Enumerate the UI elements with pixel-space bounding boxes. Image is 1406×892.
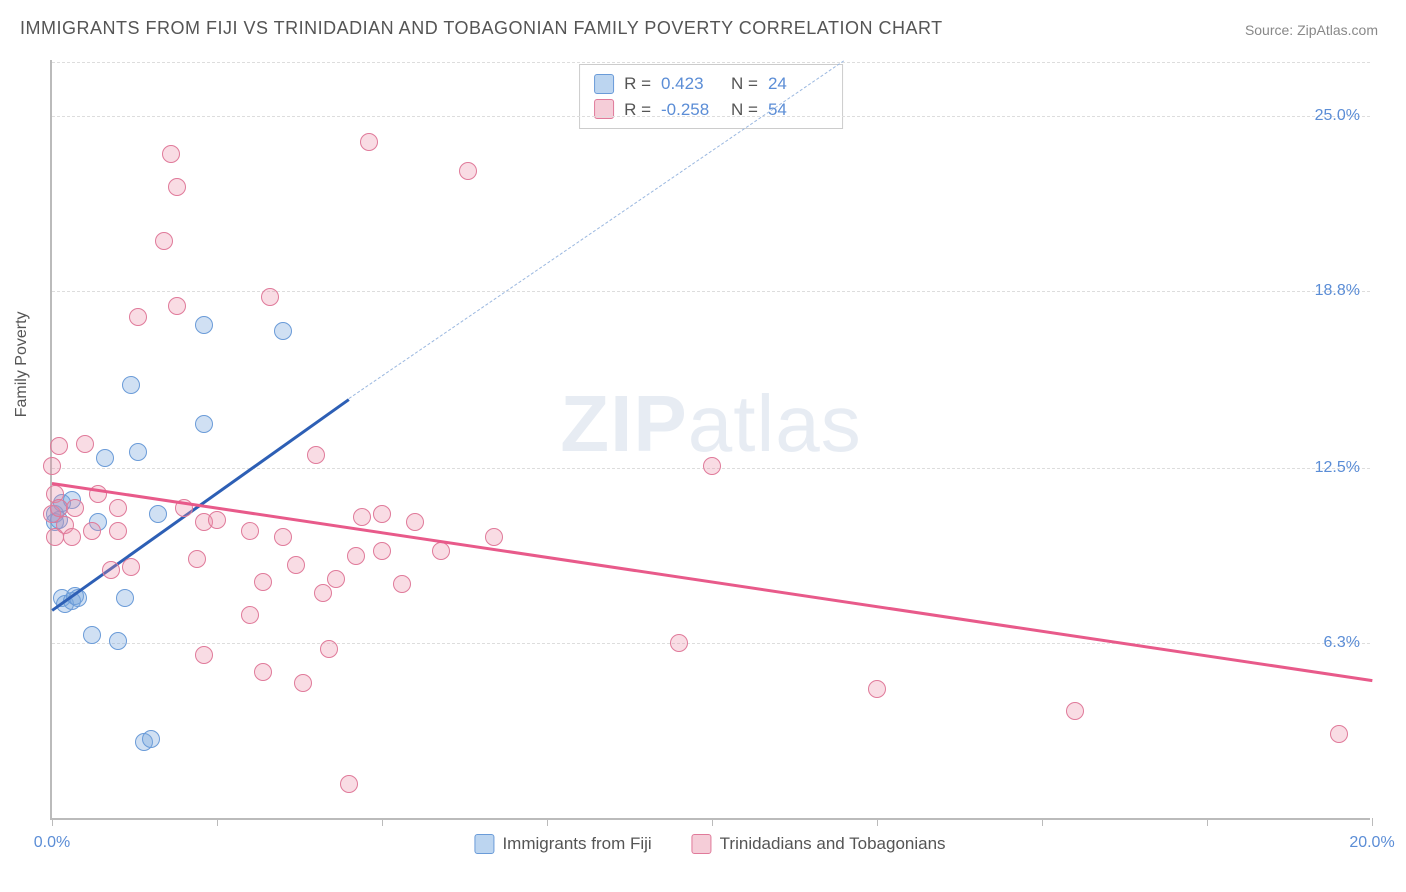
data-point	[122, 558, 140, 576]
data-point	[340, 775, 358, 793]
data-point	[188, 550, 206, 568]
data-point	[83, 626, 101, 644]
watermark: ZIPatlas	[560, 378, 861, 470]
data-point	[168, 178, 186, 196]
data-point	[373, 505, 391, 523]
data-point	[261, 288, 279, 306]
data-point	[63, 528, 81, 546]
xtick	[382, 818, 383, 826]
data-point	[254, 573, 272, 591]
data-point	[129, 308, 147, 326]
ytick-label: 18.8%	[1315, 282, 1360, 300]
data-point	[66, 499, 84, 517]
data-point	[241, 606, 259, 624]
data-point	[50, 437, 68, 455]
data-point	[208, 511, 226, 529]
xtick	[1372, 818, 1373, 826]
xtick	[547, 818, 548, 826]
data-point	[43, 457, 61, 475]
data-point	[50, 499, 68, 517]
data-point	[406, 513, 424, 531]
legend-item: Trinidadians and Tobagonians	[692, 834, 946, 854]
data-point	[241, 522, 259, 540]
data-point	[360, 133, 378, 151]
xtick	[877, 818, 878, 826]
data-point	[129, 443, 147, 461]
data-point	[320, 640, 338, 658]
xtick	[712, 818, 713, 826]
data-point	[195, 415, 213, 433]
data-point	[142, 730, 160, 748]
data-point	[459, 162, 477, 180]
xtick-label: 20.0%	[1349, 834, 1394, 852]
data-point	[155, 232, 173, 250]
data-point	[1066, 702, 1084, 720]
ytick-label: 12.5%	[1315, 459, 1360, 477]
data-point	[102, 561, 120, 579]
data-point	[294, 674, 312, 692]
chart-title: IMMIGRANTS FROM FIJI VS TRINIDADIAN AND …	[20, 18, 943, 39]
xtick	[1042, 818, 1043, 826]
data-point	[327, 570, 345, 588]
data-point	[254, 663, 272, 681]
data-point	[373, 542, 391, 560]
gridline	[52, 291, 1370, 292]
gridline	[52, 116, 1370, 117]
data-point	[122, 376, 140, 394]
stats-row-fiji: R = 0.423 N = 24	[594, 71, 828, 97]
ytick-label: 25.0%	[1315, 107, 1360, 125]
stats-legend: R = 0.423 N = 24 R = -0.258 N = 54	[579, 64, 843, 129]
data-point	[307, 446, 325, 464]
data-point	[868, 680, 886, 698]
data-point	[149, 505, 167, 523]
data-point	[76, 435, 94, 453]
data-point	[274, 528, 292, 546]
data-point	[314, 584, 332, 602]
data-point	[109, 499, 127, 517]
gridline	[52, 643, 1370, 644]
data-point	[353, 508, 371, 526]
data-point	[347, 547, 365, 565]
data-point	[109, 632, 127, 650]
n-value-trinidad: 54	[768, 97, 828, 123]
trend-line	[52, 482, 1372, 682]
data-point	[83, 522, 101, 540]
data-point	[393, 575, 411, 593]
y-axis-label: Family Poverty	[13, 311, 31, 417]
data-point	[195, 316, 213, 334]
xtick-label: 0.0%	[34, 834, 70, 852]
data-point	[195, 646, 213, 664]
data-point	[1330, 725, 1348, 743]
legend-swatch	[692, 834, 712, 854]
swatch-fiji	[594, 74, 614, 94]
r-value-fiji: 0.423	[661, 71, 721, 97]
data-point	[670, 634, 688, 652]
chart-area: Family Poverty ZIPatlas R = 0.423 N = 24…	[50, 60, 1370, 820]
data-point	[168, 297, 186, 315]
r-value-trinidad: -0.258	[661, 97, 721, 123]
legend-label: Trinidadians and Tobagonians	[720, 834, 946, 854]
data-point	[274, 322, 292, 340]
legend-label: Immigrants from Fiji	[502, 834, 651, 854]
xtick	[217, 818, 218, 826]
data-point	[485, 528, 503, 546]
data-point	[116, 589, 134, 607]
xtick	[1207, 818, 1208, 826]
stats-row-trinidad: R = -0.258 N = 54	[594, 97, 828, 123]
data-point	[432, 542, 450, 560]
xtick	[52, 818, 53, 826]
bottom-legend: Immigrants from Fiji Trinidadians and Tob…	[474, 834, 945, 854]
data-point	[109, 522, 127, 540]
data-point	[287, 556, 305, 574]
gridline	[52, 62, 1370, 63]
legend-item: Immigrants from Fiji	[474, 834, 651, 854]
plot-region: ZIPatlas R = 0.423 N = 24 R = -0.258 N =…	[50, 60, 1370, 820]
source-label: Source: ZipAtlas.com	[1245, 22, 1378, 38]
legend-swatch	[474, 834, 494, 854]
ytick-label: 6.3%	[1324, 634, 1360, 652]
data-point	[703, 457, 721, 475]
data-point	[162, 145, 180, 163]
data-point	[96, 449, 114, 467]
